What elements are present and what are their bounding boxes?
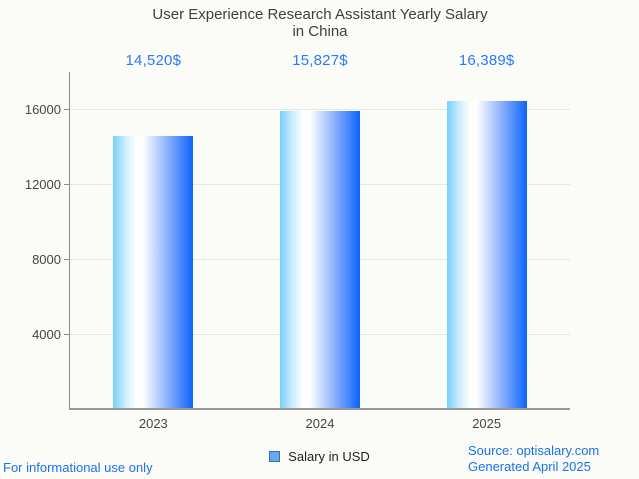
y-tick-label-16000: 16000 <box>24 102 61 117</box>
bar-2023[interactable] <box>113 136 194 408</box>
y-tick-label-12000: 12000 <box>24 177 61 192</box>
y-tick-label-4000: 4000 <box>32 327 61 342</box>
x-axis-line <box>69 408 570 410</box>
y-tick-mark-8000 <box>64 259 69 260</box>
chart-title-line2: in China <box>292 23 348 40</box>
gridline-16000 <box>70 109 570 110</box>
bar-value-label-2024: 15,827$ <box>292 52 348 69</box>
source-link[interactable]: Source: optisalary.com <box>468 443 600 458</box>
disclaimer-text: For informational use only <box>3 460 153 475</box>
bar-2025[interactable] <box>446 101 527 408</box>
plot-area: 4000 8000 12000 16000 2023 2024 2025 <box>25 72 570 431</box>
chart-title: User Experience Research Assistant Yearl… <box>20 6 620 40</box>
bar-2024[interactable] <box>280 111 360 408</box>
x-tick-label-2025: 2025 <box>472 416 502 431</box>
y-tick-mark-4000 <box>64 334 69 335</box>
generated-text: Generated April 2025 <box>468 459 591 474</box>
legend-swatch-icon <box>269 451 281 462</box>
chart-title-line1: User Experience Research Assistant Yearl… <box>152 6 488 23</box>
legend-label: Salary in USD <box>288 449 370 464</box>
x-tick-label-2023: 2023 <box>138 416 168 431</box>
y-axis-line <box>69 72 70 409</box>
bar-value-label-2023: 14,520$ <box>125 52 182 69</box>
bar-value-label-2025: 16,389$ <box>458 52 515 69</box>
y-tick-mark-16000 <box>64 109 69 110</box>
y-tick-label-8000: 8000 <box>32 252 61 267</box>
y-tick-mark-12000 <box>64 184 69 185</box>
x-tick-label-2024: 2024 <box>305 416 335 431</box>
source-block: Source: optisalary.com Generated April 2… <box>468 443 599 475</box>
